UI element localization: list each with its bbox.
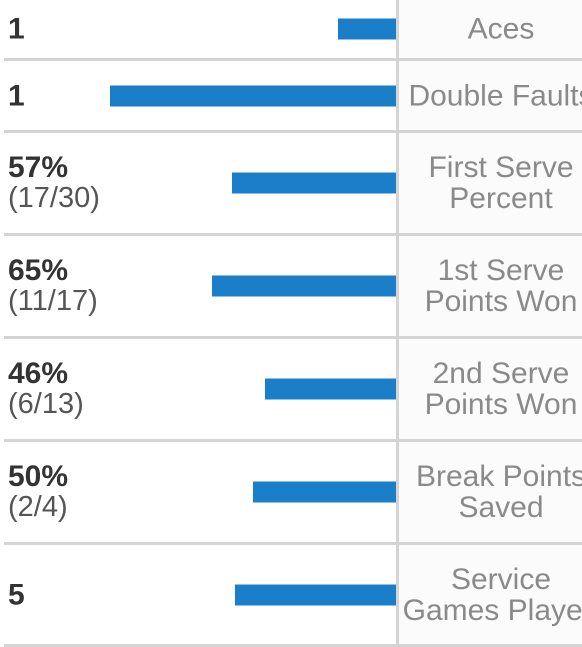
- stat-label-cell: Double Faults: [396, 61, 582, 130]
- stat-label-line2: Points Won: [424, 388, 578, 421]
- stat-label-line2: Percent: [449, 182, 553, 215]
- stat-bar-track: [104, 481, 396, 503]
- stat-label-line1: Service: [450, 562, 552, 596]
- stat-bar: [109, 85, 396, 106]
- stat-label-line2: Points Won: [424, 285, 578, 318]
- stat-label-cell: Aces: [396, 0, 582, 58]
- stat-bar-track: [104, 85, 396, 106]
- stat-value-main: 46%: [8, 357, 69, 390]
- stat-label-line1: Break Points: [415, 460, 582, 493]
- stat-bar-track: [104, 584, 396, 605]
- stat-label-line1: Aces: [467, 12, 535, 46]
- stat-label: 2nd Serve Points Won: [399, 357, 582, 421]
- stat-bar-track: [104, 378, 396, 400]
- stat-bar: [252, 481, 396, 503]
- stat-row-service-games-played: 5 Service Games Played: [4, 545, 582, 647]
- stat-row-aces: 1 Aces: [4, 0, 582, 61]
- stat-label: Break Points Saved: [399, 460, 582, 524]
- stat-bar-track: [104, 18, 396, 40]
- stat-label-cell: 2nd Serve Points Won: [396, 339, 582, 439]
- stat-bar: [232, 172, 396, 194]
- stat-value-main: 65%: [8, 254, 69, 287]
- stat-bar: [264, 378, 396, 400]
- stat-row-break-points-saved: 50% (2/4) Break Points Saved: [4, 442, 582, 545]
- stat-bar: [235, 584, 396, 605]
- stat-label: Service Games Played: [399, 562, 582, 627]
- stat-value: 50% (2/4): [8, 461, 68, 523]
- stat-label-cell: 1st Serve Points Won: [396, 236, 582, 336]
- stat-label: First Serve Percent: [399, 151, 582, 215]
- stat-value: 1: [8, 80, 25, 111]
- stat-label-line2: Saved: [458, 491, 544, 524]
- stat-row-double-faults: 1 Double Faults: [4, 61, 582, 133]
- stat-bar: [212, 275, 396, 297]
- stat-label-cell: Service Games Played: [396, 545, 582, 644]
- stat-value: 5: [8, 579, 25, 610]
- stat-label-line1: First Serve: [428, 151, 574, 184]
- stat-bar-track: [104, 172, 396, 194]
- stat-label: Double Faults: [399, 79, 582, 112]
- stat-value-detail: (6/13): [8, 388, 84, 420]
- stat-label-line2: Games Played: [402, 593, 582, 627]
- stat-value-main: 1: [8, 79, 25, 112]
- stat-bar: [337, 18, 396, 40]
- stat-label-cell: Break Points Saved: [396, 442, 582, 542]
- stat-label: Aces: [399, 12, 582, 46]
- stat-value-detail: (2/4): [8, 491, 68, 523]
- stat-value: 46% (6/13): [8, 358, 84, 420]
- stat-value: 57% (17/30): [8, 152, 100, 214]
- stat-row-2nd-serve-points-won: 46% (6/13) 2nd Serve Points Won: [4, 339, 582, 442]
- stat-value-main: 1: [8, 12, 25, 46]
- stat-label-cell: First Serve Percent: [396, 133, 582, 233]
- stat-bar-track: [104, 275, 396, 297]
- stat-value-detail: (11/17): [8, 285, 98, 317]
- stat-label-line1: 2nd Serve: [432, 357, 570, 390]
- stat-value: 65% (11/17): [8, 255, 98, 317]
- stat-value-main: 5: [8, 578, 25, 611]
- stat-label-line1: 1st Serve: [437, 254, 565, 287]
- stat-label-line1: Double Faults: [408, 79, 582, 112]
- stat-label: 1st Serve Points Won: [399, 254, 582, 318]
- stat-value: 1: [8, 14, 25, 45]
- stat-row-1st-serve-points-won: 65% (11/17) 1st Serve Points Won: [4, 236, 582, 339]
- stat-value-main: 57%: [8, 151, 69, 184]
- stat-row-first-serve-percent: 57% (17/30) First Serve Percent: [4, 133, 582, 236]
- stat-value-detail: (17/30): [8, 182, 100, 214]
- stat-value-main: 50%: [8, 460, 69, 493]
